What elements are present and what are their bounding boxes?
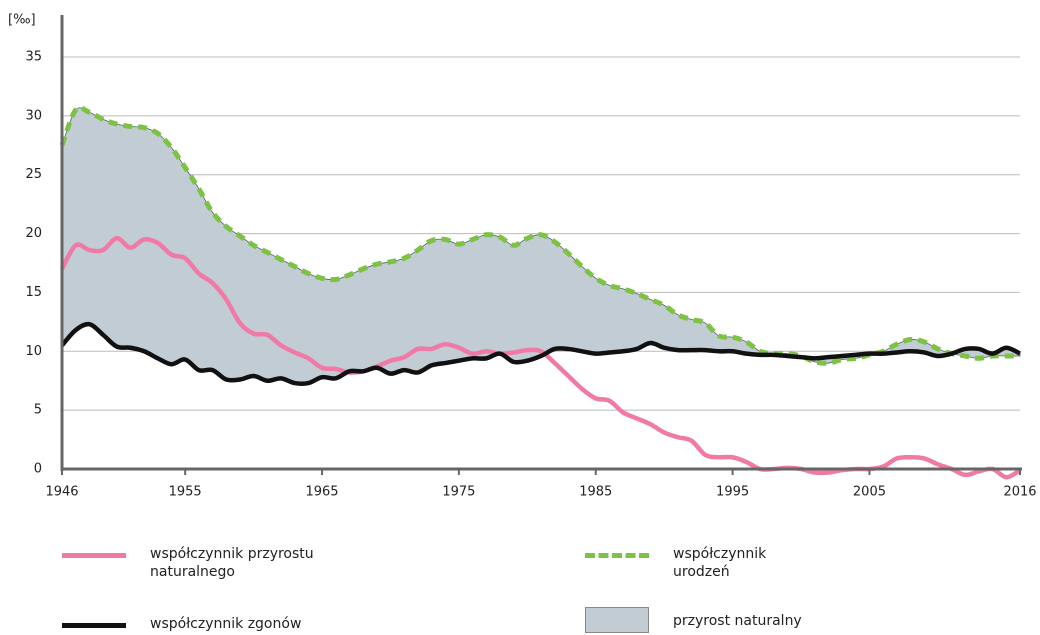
legend-item: współczynnik urodzeń: [585, 545, 823, 581]
legend-swatch: [585, 607, 649, 633]
x-tick-label: 1955: [169, 485, 202, 500]
chart: [‰] 0 5 10 15 20 25 30 35 1946 1955 1965 1975 1985 19…: [8, 13, 1037, 500]
legend-label: współczynnik zgonów: [150, 616, 302, 632]
x-tick-label: 2016: [1003, 485, 1036, 500]
legend-swatch: [62, 623, 126, 628]
legend-item: współczynnik przyrostu naturalnego: [62, 545, 360, 581]
x-tick-label: 2005: [853, 485, 886, 500]
x-tick-label: 1975: [442, 485, 475, 500]
series-line: [60, 321, 1022, 386]
y-tick-label: 25: [25, 167, 42, 182]
legend-item: współczynnik zgonów: [62, 615, 410, 633]
y-axis-label: [‰]: [8, 13, 36, 28]
x-tick-label: 1965: [305, 485, 338, 500]
x-tick-label: 1995: [716, 485, 749, 500]
y-tick-label: 0: [34, 462, 42, 477]
legend-label: współczynnik urodzeń: [673, 546, 767, 580]
x-tick-label: 1946: [45, 485, 78, 500]
legend-item: przyrost naturalny: [585, 607, 933, 633]
legend-label: współczynnik przyrostu naturalnego: [150, 546, 314, 580]
y-tick-label: 35: [25, 50, 42, 65]
legend-swatch: [585, 553, 649, 558]
area-fill: [61, 107, 1021, 385]
legend: współczynnik przyrostu naturalnego współc…: [0, 500, 1040, 635]
y-tick-label: 30: [25, 108, 42, 123]
legend-label: przyrost naturalny: [673, 613, 802, 629]
legend-swatch: [62, 553, 126, 558]
x-tick-label: 1985: [579, 485, 612, 500]
y-tick-label: 20: [25, 226, 42, 241]
y-tick-label: 5: [34, 403, 42, 418]
y-tick-label: 15: [25, 285, 42, 300]
series-line: [59, 105, 1020, 366]
y-tick-label: 10: [25, 344, 42, 359]
